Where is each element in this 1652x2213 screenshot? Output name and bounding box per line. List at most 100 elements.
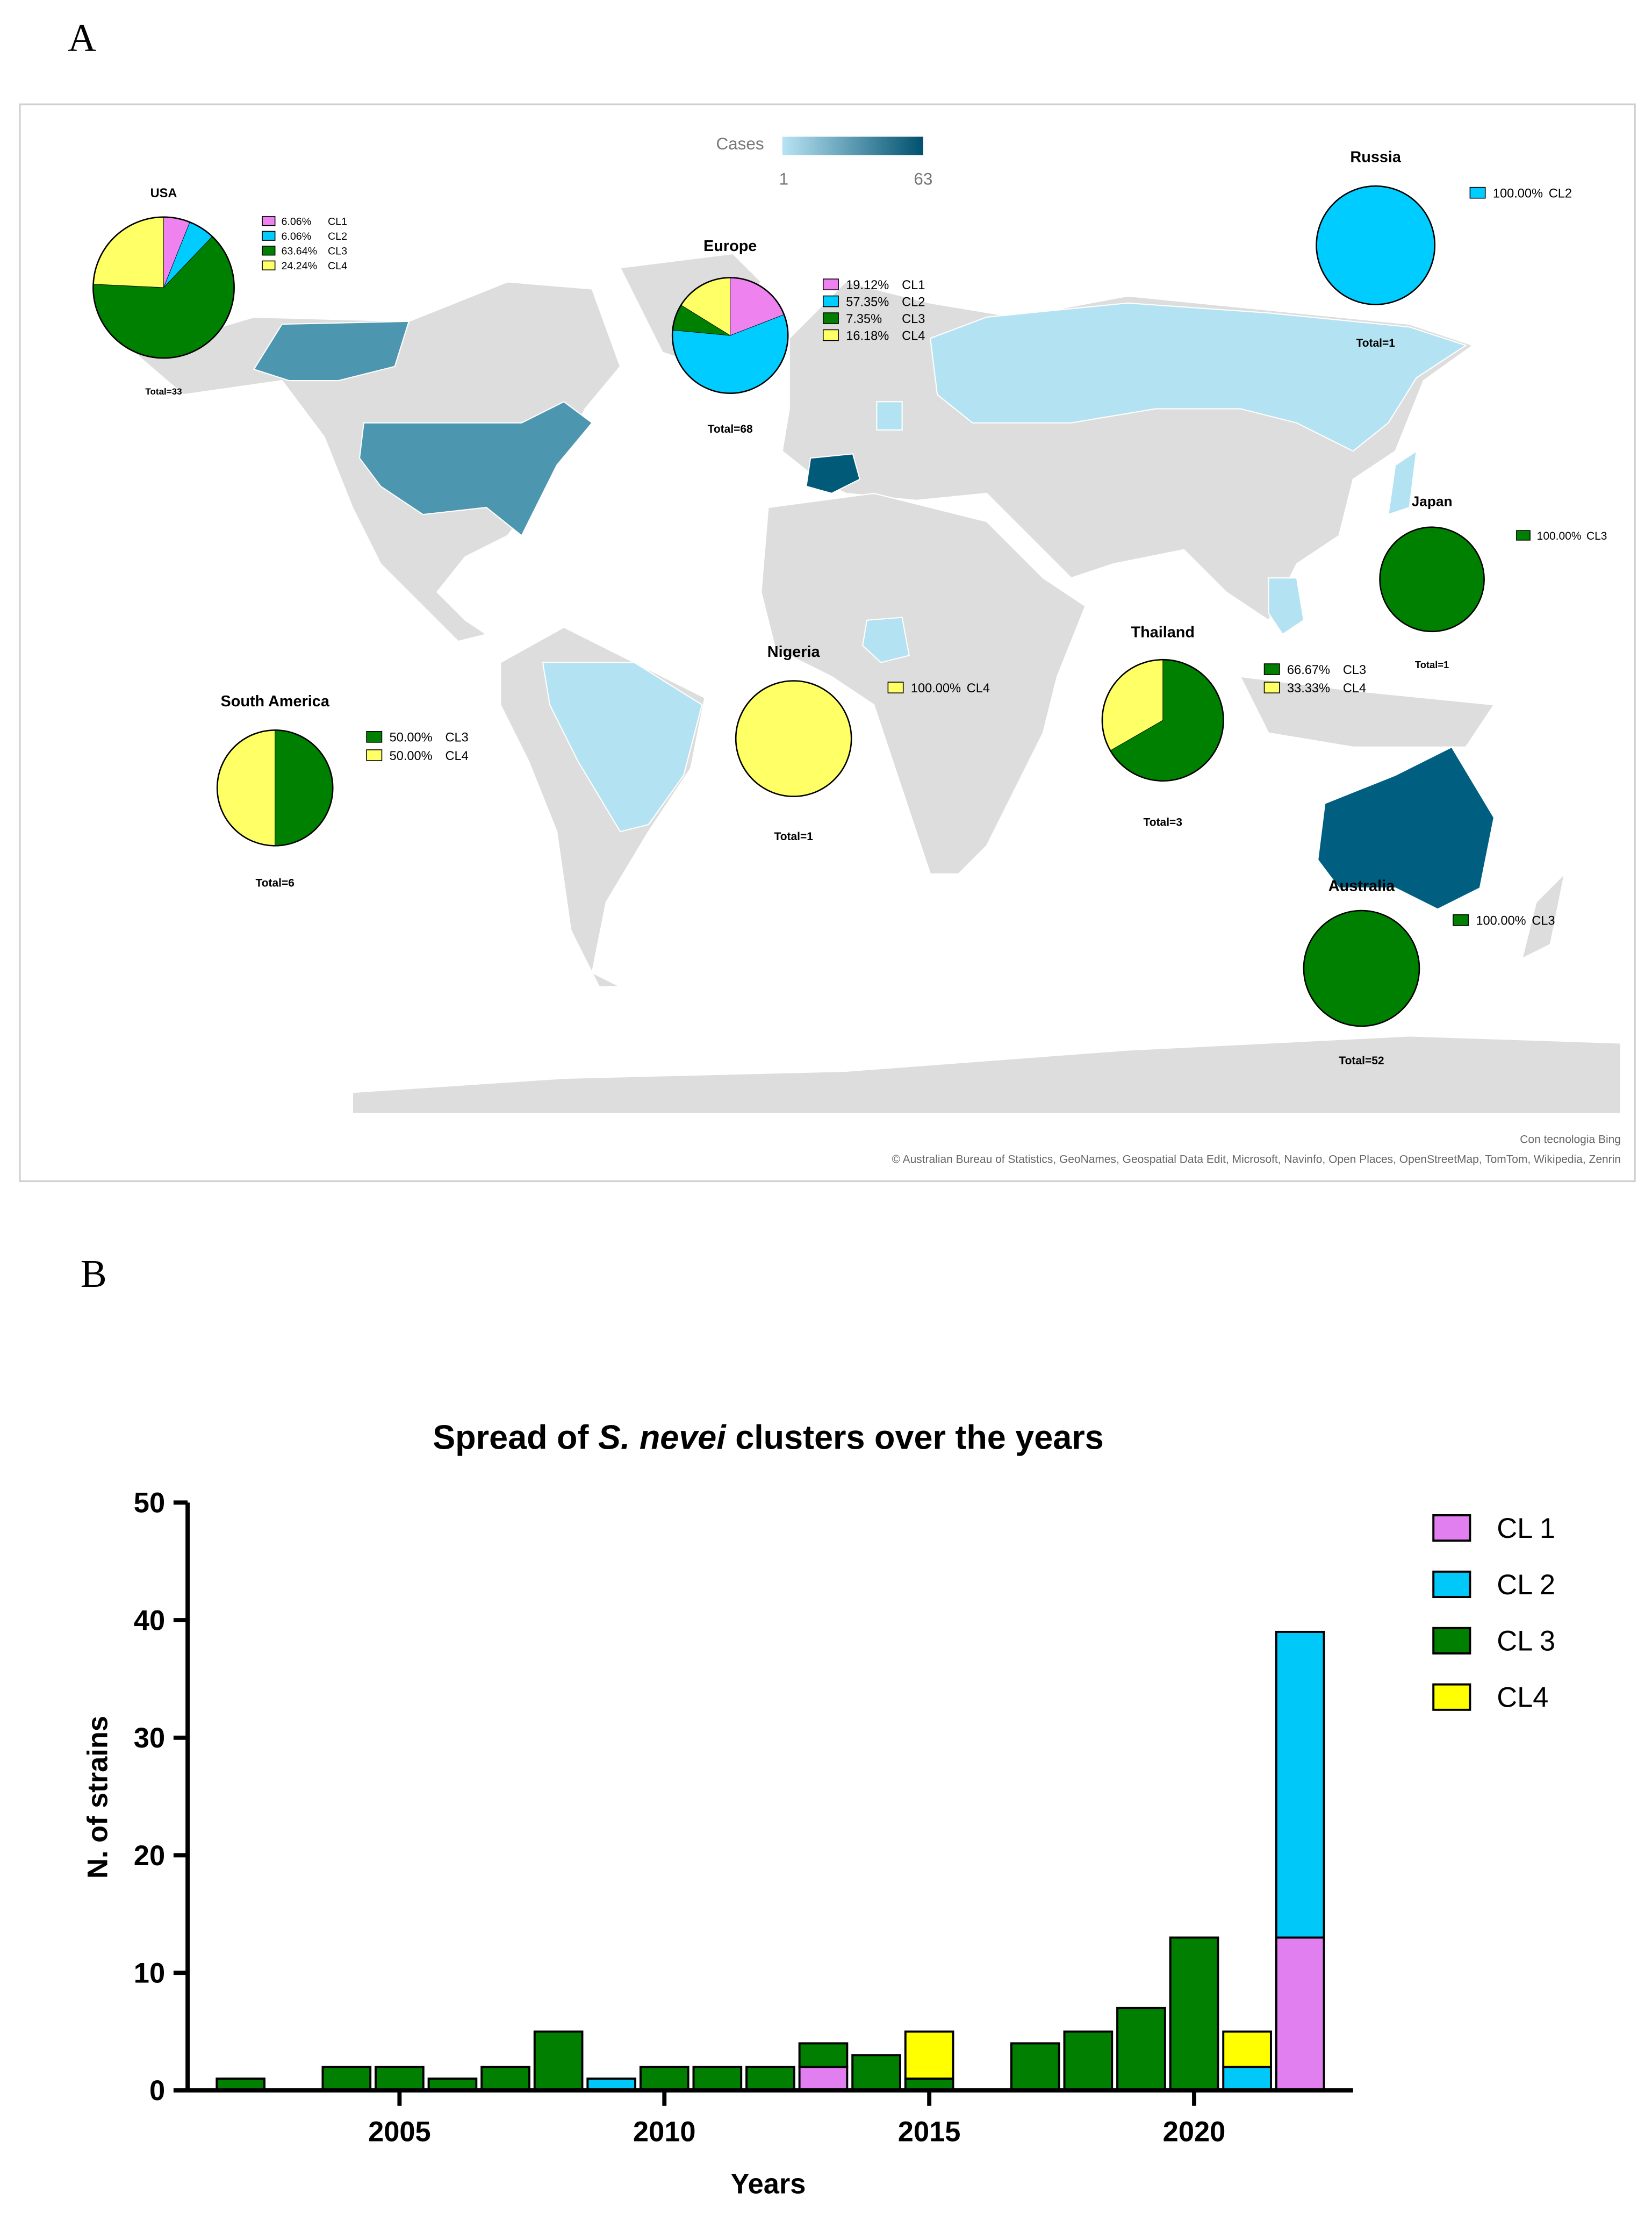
legend-swatch xyxy=(262,216,276,226)
legend-swatch xyxy=(1453,914,1469,926)
pie-total: Total=3 xyxy=(1144,817,1182,829)
land xyxy=(760,492,1086,875)
chart-title: Spread of S. nevei clusters over the yea… xyxy=(433,1419,1104,1457)
x-tick-label: 2015 xyxy=(898,2116,961,2147)
x-tick-label: 2010 xyxy=(633,2116,696,2147)
legend-value: 100.00% xyxy=(1537,530,1582,542)
land xyxy=(1521,872,1565,960)
bar-chart: Spread of S. nevei clusters over the yea… xyxy=(83,1419,1555,2200)
pie-title: Thailand xyxy=(1131,624,1195,641)
y-tick-label: 30 xyxy=(134,1723,165,1754)
pie-slice xyxy=(1379,526,1485,633)
bar-segment xyxy=(375,2066,425,2092)
bar-segment xyxy=(1275,1630,1325,1939)
legend-swatch xyxy=(1469,187,1486,199)
legend-label: CL4 xyxy=(445,749,468,763)
y-tick-label: 50 xyxy=(134,1488,165,1519)
pie-total: Total=33 xyxy=(145,386,182,397)
pie-total: Total=1 xyxy=(1356,337,1395,349)
legend-value: 7.35% xyxy=(846,312,882,326)
legend-value: 50.00% xyxy=(390,731,433,745)
pie-title: South America xyxy=(220,693,329,710)
pie-title: Europe xyxy=(703,238,757,255)
bar-segment xyxy=(321,2066,372,2092)
legend-swatch xyxy=(262,231,276,241)
legend-value: 66.67% xyxy=(1287,663,1330,677)
y-axis-label: N. of strains xyxy=(83,1716,114,1879)
pie-total: Total=6 xyxy=(255,877,294,889)
bar-segment xyxy=(1010,2042,1060,2092)
pie-title: Russia xyxy=(1350,149,1402,166)
legend-label: CL2 xyxy=(902,295,925,309)
credit: © Australian Bureau of Statistics, GeoNa… xyxy=(892,1153,1620,1165)
legend-swatch xyxy=(1263,663,1280,675)
country xyxy=(806,453,861,494)
country xyxy=(876,401,903,431)
title-part: clusters over the years xyxy=(726,1419,1104,1457)
panel-label: B xyxy=(81,1252,107,1295)
pie-total: Total=68 xyxy=(708,423,753,435)
legend-swatch xyxy=(366,731,383,743)
legend-swatch xyxy=(366,749,383,761)
legend-label: CL2 xyxy=(1549,187,1572,201)
bar-segment xyxy=(745,2066,795,2092)
country xyxy=(862,617,910,663)
bar-segment xyxy=(1116,2007,1166,2092)
pie-total: Total=1 xyxy=(774,830,813,843)
legend-swatch xyxy=(1432,1683,1471,1711)
bar-segment xyxy=(1275,1936,1325,2092)
legend-swatch xyxy=(1432,1514,1471,1542)
country xyxy=(253,320,410,382)
legend-label: CL2 xyxy=(328,231,347,242)
land xyxy=(1239,676,1495,748)
country xyxy=(358,401,593,537)
legend-swatch xyxy=(822,295,839,307)
map: Cases 1 63 Con tecnologia Bing © Austral… xyxy=(19,103,1636,1183)
pie-slice xyxy=(735,680,852,797)
legend-swatch xyxy=(822,278,839,290)
legend-value: 50.00% xyxy=(390,749,433,763)
legend-label: CL3 xyxy=(328,246,347,257)
country xyxy=(1317,746,1495,910)
legend-swatch xyxy=(822,329,839,341)
x-tick-label: 2020 xyxy=(1163,2116,1226,2147)
legend-label: CL 1 xyxy=(1497,1513,1555,1544)
bar-segment xyxy=(1169,1936,1219,2092)
legend-label: CL3 xyxy=(1586,530,1607,542)
x-tick-label: 2005 xyxy=(368,2116,431,2147)
legend-label: CL3 xyxy=(1343,663,1366,677)
title-part: Spread of xyxy=(433,1419,598,1457)
legend-swatch xyxy=(262,260,276,270)
legend-swatch xyxy=(1432,1570,1471,1599)
legend-value: 6.06% xyxy=(281,216,311,228)
legend-value: 100.00% xyxy=(1476,914,1526,928)
bar-segment xyxy=(904,2030,954,2080)
bar-segment xyxy=(1063,2030,1114,2092)
y-tick-label: 10 xyxy=(134,1958,165,1989)
bar-segment xyxy=(798,2066,849,2092)
pie-outline xyxy=(671,277,789,394)
legend-label: CL 2 xyxy=(1497,1570,1555,1601)
legend-value: 33.33% xyxy=(1287,682,1330,696)
country xyxy=(542,662,703,833)
bar-segment xyxy=(851,2054,901,2092)
country xyxy=(929,302,1467,452)
pie-title: USA xyxy=(150,187,177,200)
bar-segment xyxy=(480,2066,530,2092)
y-tick-label: 0 xyxy=(149,2075,165,2107)
legend-label: CL3 xyxy=(445,731,468,745)
color-scale xyxy=(782,137,923,155)
legend-value: 100.00% xyxy=(1493,187,1543,201)
pie-outline xyxy=(216,729,334,847)
title-part: S. nevei xyxy=(598,1419,727,1457)
pie-slice xyxy=(1316,185,1436,305)
legend-swatch xyxy=(1432,1627,1471,1655)
legend-value: 16.18% xyxy=(846,329,889,343)
legend-label: CL3 xyxy=(1532,914,1555,928)
country xyxy=(1268,577,1305,635)
land xyxy=(351,1035,1622,1114)
legend-label: CL3 xyxy=(902,312,925,326)
pie-slice xyxy=(1303,909,1420,1027)
pie-title: Nigeria xyxy=(767,643,821,661)
